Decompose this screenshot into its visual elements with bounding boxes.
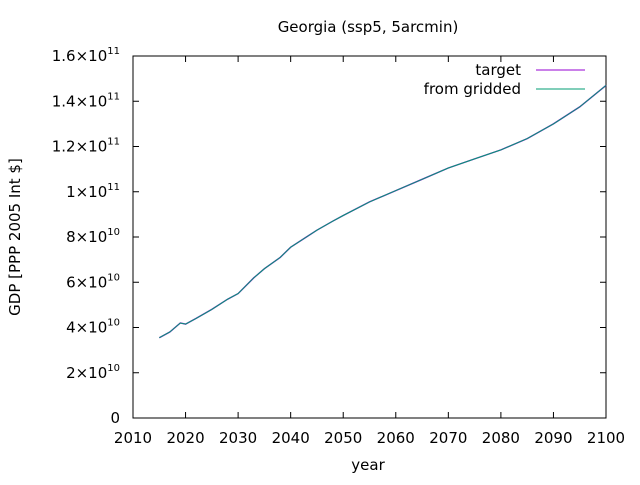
y-tick-mantissa: 1×10 xyxy=(66,183,107,201)
x-tick-label: 2010 xyxy=(114,429,152,447)
y-tick-mantissa: 1.4×10 xyxy=(52,92,108,110)
y-tick-exponent: 10 xyxy=(107,363,120,374)
x-tick-label: 2040 xyxy=(272,429,310,447)
y-tick-label: 1×1011 xyxy=(66,182,120,201)
x-tick-label: 2020 xyxy=(166,429,204,447)
legend-label: from gridded xyxy=(424,80,521,98)
y-tick-label: 2×1010 xyxy=(66,363,120,382)
y-tick-mantissa: 6×10 xyxy=(66,273,107,291)
y-tick-label: 1.6×1011 xyxy=(52,46,120,65)
y-tick-mantissa: 1.2×10 xyxy=(52,138,108,156)
y-tick-label: 0 xyxy=(110,409,120,427)
x-tick-label: 2030 xyxy=(219,429,257,447)
y-tick-exponent: 11 xyxy=(107,137,120,148)
y-tick-exponent: 11 xyxy=(107,182,120,193)
y-tick-exponent: 10 xyxy=(107,272,120,283)
y-axis: 02×10104×10106×10108×10101×10111.2×10111… xyxy=(52,46,606,427)
x-tick-label: 2050 xyxy=(324,429,362,447)
x-tick-label: 2060 xyxy=(377,429,415,447)
series-layer xyxy=(158,84,607,339)
y-tick-label: 8×1010 xyxy=(66,227,120,246)
chart-title: Georgia (ssp5, 5arcmin) xyxy=(278,18,459,36)
x-axis-title: year xyxy=(351,456,385,474)
y-tick-label: 1.2×1011 xyxy=(52,137,120,156)
plot-frame xyxy=(132,55,607,419)
y-tick-mantissa: 8×10 xyxy=(66,228,107,246)
x-tick-label: 2080 xyxy=(482,429,520,447)
y-tick-label: 4×1010 xyxy=(66,318,120,337)
x-tick-label: 2090 xyxy=(534,429,572,447)
y-tick-mantissa: 0 xyxy=(110,409,120,427)
series-line-from-gridded xyxy=(159,85,607,339)
x-axis: 2010 2020 2030 2040 2050 2060 2070 2080 2090 2100 xyxy=(114,56,625,447)
y-axis-title: GDP [PPP 2005 Int $] xyxy=(6,158,24,316)
y-tick-mantissa: 4×10 xyxy=(66,319,107,337)
y-tick-mantissa: 1.6×10 xyxy=(52,47,108,65)
y-tick-exponent: 11 xyxy=(107,91,120,102)
y-tick-mantissa: 2×10 xyxy=(66,364,107,382)
y-tick-exponent: 10 xyxy=(107,227,120,238)
x-tick-label: 2070 xyxy=(429,429,467,447)
y-tick-exponent: 11 xyxy=(107,46,120,57)
y-tick-label: 6×1010 xyxy=(66,272,120,291)
legend-label: target xyxy=(475,61,521,79)
y-tick-exponent: 10 xyxy=(107,318,120,329)
y-tick-label: 1.4×1011 xyxy=(52,91,120,110)
x-tick-label: 2100 xyxy=(587,429,625,447)
